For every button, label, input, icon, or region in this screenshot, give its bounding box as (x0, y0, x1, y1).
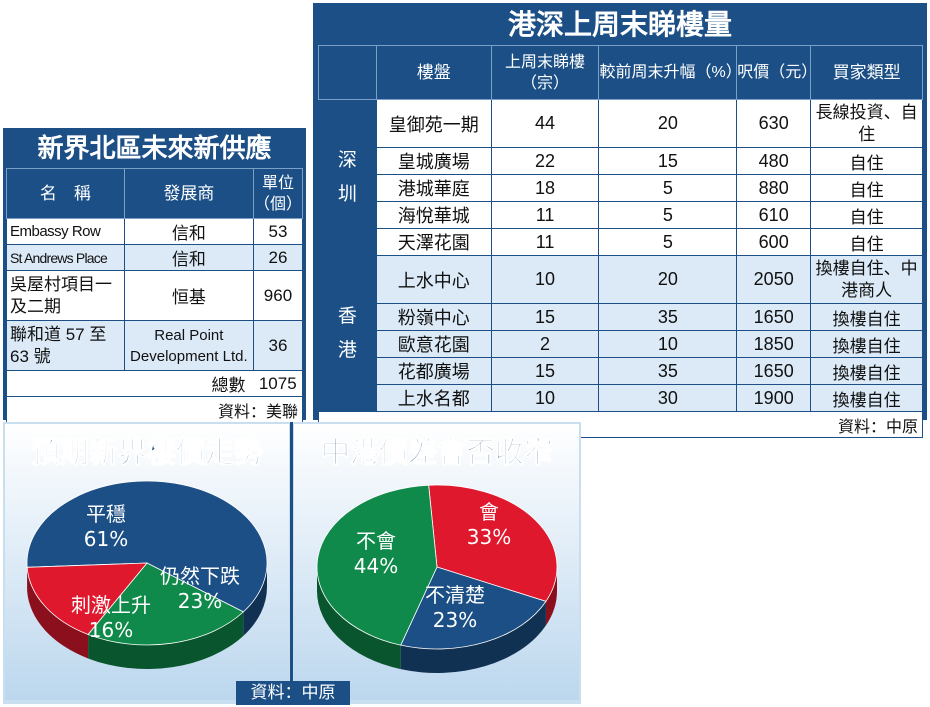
cell-viewings: 44 (490, 99, 600, 148)
cell-buyer: 換樓自住、中港商人 (810, 255, 923, 304)
table-row: Embassy Row 信和 53 (6, 218, 304, 245)
cell-buyer: 換樓自住 (810, 357, 923, 385)
cell-price: 1650 (736, 357, 812, 385)
cell-change: 15 (598, 147, 738, 175)
col-header-name: 名 稱 (6, 168, 125, 219)
cell-estate: 皇城廣場 (375, 147, 492, 175)
cell-viewings: 2 (490, 330, 600, 358)
cell-estate: 上水中心 (375, 255, 492, 304)
cell-buyer: 自住 (810, 147, 923, 175)
cell-buyer: 自住 (810, 174, 923, 202)
table-row: 皇城廣場 22 15 480 自住 (319, 147, 923, 175)
cell-change: 5 (598, 228, 738, 256)
table-row: 天澤花園 11 5 600 自住 (319, 228, 923, 256)
cell-estate: 皇御苑一期 (375, 99, 492, 148)
cell-change: 20 (598, 255, 738, 304)
table-row: 吳屋村項目一及二期 恒基 960 (6, 270, 304, 321)
cell-name: Embassy Row (6, 218, 125, 245)
cell-change: 20 (598, 99, 738, 148)
cell-change: 35 (598, 303, 738, 331)
cell-viewings: 15 (490, 357, 600, 385)
col-header-buyer: 買家類型 (810, 45, 923, 100)
col-header-price: 呎價（元） (736, 45, 817, 100)
table-row: 聯和道 57 至 63 號 Real Point Development Ltd… (6, 320, 304, 371)
total-value: 1075 (253, 370, 304, 397)
cell-change: 5 (598, 174, 738, 202)
table-row: 歐意花園 2 10 1850 換樓自住 (318, 330, 923, 358)
cell-price: 1650 (736, 303, 812, 331)
left-source: 資料：美聯 (6, 396, 303, 423)
cell-estate: 歐意花園 (375, 330, 492, 358)
table-row: 香港 上水中心 10 20 2050 換樓自住、中港商人 (318, 255, 923, 412)
cell-viewings: 15 (490, 303, 600, 331)
cell-name: 聯和道 57 至 63 號 (6, 320, 125, 371)
cell-units: 960 (252, 270, 304, 321)
cell-estate: 海悅華城 (375, 201, 492, 229)
cell-viewings: 10 (490, 255, 600, 304)
table-row: 港城華庭 18 5 880 自住 (319, 174, 923, 202)
cell-estate: 天澤花園 (375, 228, 492, 256)
col-header-units: 單位（個） (252, 168, 304, 219)
cell-price: 610 (736, 201, 812, 229)
cell-buyer: 換樓自住 (810, 330, 923, 358)
cell-estate: 上水名都 (375, 384, 492, 412)
viewing-table: 樓盤 上周末睇樓（宗） 較前周末升幅（%） 呎價（元） 買家類型 深圳 皇御苑一… (318, 45, 923, 438)
cell-units: 36 (252, 320, 304, 371)
table-row: 海悅華城 11 5 610 自住 (319, 201, 923, 229)
cell-estate: 粉嶺中心 (375, 303, 492, 331)
cell-viewings: 11 (490, 201, 600, 229)
table-row: 深圳 皇御苑一期 44 20 630 長線投資、自住 (318, 99, 923, 256)
cell-units: 53 (252, 218, 304, 245)
region-label-shenzhen: 深圳 (318, 99, 377, 256)
cell-viewings: 18 (490, 174, 600, 202)
cell-name: St Andrews Place (6, 244, 125, 271)
cell-price: 1850 (736, 330, 812, 358)
table-row: 粉嶺中心 15 35 1650 換樓自住 (318, 303, 923, 331)
cell-name: 吳屋村項目一及二期 (6, 270, 125, 321)
cell-price: 600 (736, 228, 812, 256)
pie-panel-divider (290, 422, 293, 704)
cell-units: 26 (252, 244, 304, 271)
cell-change: 35 (598, 357, 738, 385)
supply-table: 名 稱 發展商 單位（個） Embassy Row 信和 53 St Andre… (6, 168, 304, 423)
cell-price: 1900 (736, 384, 812, 412)
cell-developer: Real Point Development Ltd. (123, 320, 254, 371)
cell-developer: 恒基 (123, 270, 254, 321)
cell-buyer: 自住 (810, 228, 923, 256)
cell-change: 10 (598, 330, 738, 358)
cell-developer: 信和 (123, 244, 254, 271)
cell-buyer: 換樓自住 (810, 303, 923, 331)
total-row: 總數 1075 (6, 370, 304, 397)
table-row: 花都廣場 15 35 1650 換樓自住 (318, 357, 923, 385)
table-row: St Andrews Place 信和 26 (6, 244, 304, 271)
col-header-developer: 發展商 (123, 168, 254, 219)
cell-change: 30 (598, 384, 738, 412)
col-header-estate: 樓盤 (375, 45, 492, 100)
left-panel-title: 新界北區未來新供應 (37, 134, 272, 164)
cell-buyer: 自住 (810, 201, 923, 229)
cell-developer: 信和 (123, 218, 254, 245)
table-row: 上水名都 10 30 1900 換樓自住 (318, 384, 923, 412)
cell-viewings: 10 (490, 384, 600, 412)
cell-buyer: 長線投資、自住 (810, 99, 923, 148)
cell-estate: 港城華庭 (375, 174, 492, 202)
right-panel-title: 港深上周末睇樓量 (507, 8, 732, 41)
cell-viewings: 11 (490, 228, 600, 256)
cell-price: 480 (736, 147, 812, 175)
col-header-viewings: 上周末睇樓（宗） (490, 45, 600, 100)
region-label-hongkong: 香港 (318, 255, 377, 412)
cell-change: 5 (598, 201, 738, 229)
cell-buyer: 換樓自住 (810, 384, 923, 412)
bottom-source: 資料：中原 (236, 681, 350, 705)
cell-price: 880 (736, 174, 812, 202)
total-label: 總數 (6, 370, 254, 397)
cell-price: 630 (736, 99, 812, 148)
cell-viewings: 22 (490, 147, 600, 175)
col-header-change: 較前周末升幅（%） (598, 45, 742, 100)
cell-price: 2050 (736, 255, 812, 304)
cell-estate: 花都廣場 (375, 357, 492, 385)
